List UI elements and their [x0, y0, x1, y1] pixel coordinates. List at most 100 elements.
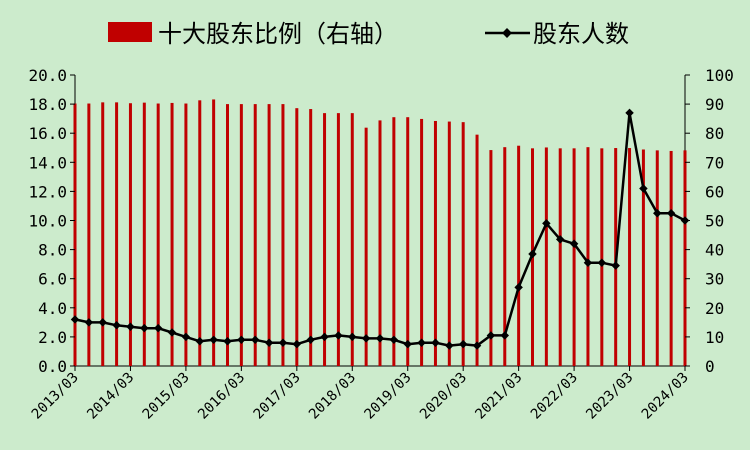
legend-bar-swatch	[108, 22, 152, 42]
bar	[517, 145, 521, 366]
bar	[669, 150, 673, 366]
line-point	[126, 322, 135, 331]
line-point	[112, 321, 121, 330]
line-point	[84, 318, 94, 327]
right-tick-label: 20	[705, 299, 724, 318]
right-tick-label: 30	[705, 270, 724, 289]
bar	[239, 104, 243, 366]
right-axis-ticks: 0 10 20 30 40 50 60 70 80 90 100	[685, 66, 734, 376]
left-tick-label: 14.0	[28, 153, 67, 172]
bar-series	[73, 99, 687, 367]
legend-bar-label: 十大股东比例（右轴）	[158, 20, 398, 48]
bar	[128, 103, 132, 367]
bar	[364, 127, 368, 367]
bar	[683, 150, 687, 366]
line-point	[611, 261, 620, 270]
x-tick-label: 2023/03	[583, 370, 636, 423]
bar	[350, 113, 354, 366]
bar	[267, 104, 271, 366]
line-point	[237, 335, 246, 345]
right-tick-label: 100	[705, 66, 734, 85]
line-point	[458, 339, 468, 349]
line-point	[500, 331, 510, 340]
right-tick-label: 40	[705, 241, 724, 260]
right-tick-label: 70	[705, 153, 724, 172]
right-tick-label: 80	[705, 124, 724, 143]
line-point	[403, 339, 412, 349]
line-point	[486, 331, 496, 340]
bar	[475, 134, 479, 366]
x-tick-label: 2013/03	[29, 370, 82, 423]
right-tick-label: 50	[705, 212, 724, 231]
x-tick-label: 2018/03	[306, 370, 359, 423]
left-tick-label: 8.0	[38, 241, 67, 260]
line-point	[375, 334, 385, 343]
bar	[600, 148, 604, 366]
right-tick-label: 90	[705, 95, 724, 114]
line-point	[361, 334, 371, 343]
line-point	[472, 341, 482, 350]
x-tick-label: 2019/03	[362, 370, 415, 423]
bar	[572, 148, 576, 366]
line-point	[209, 335, 218, 345]
line-point	[140, 323, 149, 333]
bar	[87, 103, 91, 366]
bar	[309, 109, 313, 366]
legend-line-marker	[502, 28, 512, 38]
bar	[198, 100, 202, 366]
x-tick-label: 2022/03	[528, 370, 581, 423]
left-tick-label: 0.0	[38, 357, 67, 376]
bar	[212, 99, 216, 366]
bar	[170, 102, 174, 366]
right-tick-label: 10	[705, 328, 724, 347]
line-point	[70, 315, 80, 324]
bar	[628, 148, 632, 366]
bar	[433, 120, 437, 366]
line-point	[528, 249, 537, 259]
bar	[461, 122, 465, 366]
line-point	[292, 339, 302, 349]
line-point	[250, 335, 260, 345]
left-tick-label: 10.0	[28, 212, 67, 231]
left-tick-label: 20.0	[28, 66, 67, 85]
line-point	[389, 335, 399, 345]
x-axis-ticks: 2013/03 2014/03 2015/03 2016/03 2017/03 2018/…	[29, 366, 692, 423]
legend-line-label: 股东人数	[533, 20, 629, 48]
left-tick-label: 4.0	[38, 299, 67, 318]
bar	[156, 103, 160, 366]
line-point	[264, 338, 274, 347]
left-tick-label: 12.0	[28, 182, 67, 201]
line-point	[181, 332, 191, 342]
bar	[420, 118, 424, 366]
line-point	[306, 335, 315, 345]
line-point	[417, 338, 426, 347]
left-tick-label: 18.0	[28, 95, 67, 114]
bar	[544, 147, 548, 366]
line-series	[70, 108, 690, 350]
bar	[281, 104, 285, 366]
line-point	[597, 258, 607, 267]
bar	[392, 117, 396, 366]
bar	[226, 104, 229, 366]
left-tick-label: 16.0	[28, 124, 67, 143]
bar	[115, 102, 119, 366]
bar	[489, 150, 493, 366]
x-tick-label: 2017/03	[251, 370, 304, 423]
left-axis-ticks: 0.0 2.0 4.0 6.0 8.0 10.0 12.0 14.0 16.0 18.0 20.0	[28, 66, 75, 376]
bar	[447, 121, 451, 366]
bar	[503, 147, 507, 366]
bar	[142, 102, 146, 367]
right-tick-label: 60	[705, 182, 724, 201]
bar	[253, 104, 257, 366]
x-tick-label: 2024/03	[639, 370, 692, 423]
line-point	[278, 338, 288, 347]
left-tick-label: 2.0	[38, 328, 67, 347]
line-point	[666, 208, 676, 218]
line-point	[514, 283, 523, 292]
line-point	[195, 337, 205, 346]
bar	[558, 148, 562, 366]
left-tick-label: 6.0	[38, 270, 67, 289]
bar	[101, 102, 105, 366]
